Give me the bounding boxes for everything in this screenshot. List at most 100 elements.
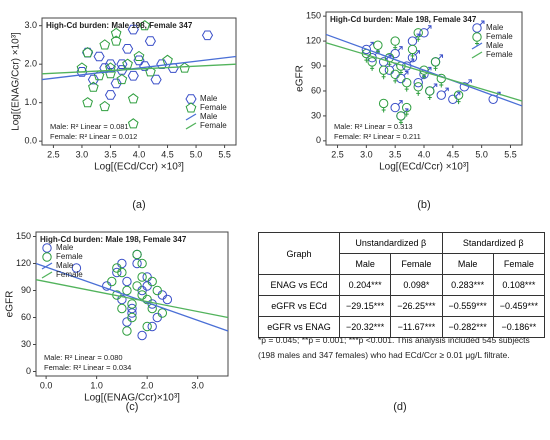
point xyxy=(430,54,444,67)
point-body xyxy=(157,308,168,318)
point xyxy=(425,86,435,100)
x-tick-label: 5.0 xyxy=(475,149,488,159)
x-tick-label: 3.0 xyxy=(76,149,89,159)
point xyxy=(117,303,127,314)
point-arrow xyxy=(466,79,472,85)
point-body xyxy=(361,44,372,55)
point-body xyxy=(425,86,435,96)
annotation: Male: R² Linear = 0.080 xyxy=(44,353,123,362)
table-cell: −0.459*** xyxy=(492,295,546,317)
point xyxy=(127,299,137,309)
x-tick-label: 5.5 xyxy=(218,149,231,159)
annotation: Female: R² Linear = 0.211 xyxy=(334,132,421,141)
point xyxy=(110,35,122,46)
point-body xyxy=(147,321,157,332)
point xyxy=(137,330,147,341)
point-body xyxy=(127,303,137,314)
x-tick-label: 4.5 xyxy=(161,149,174,159)
table-subheader: Male xyxy=(339,253,392,275)
point xyxy=(185,102,197,113)
panel-label: (a) xyxy=(132,199,145,211)
point-cross xyxy=(456,99,461,105)
chart-title: High-Cd burden: Male 198, Female 347 xyxy=(330,15,477,24)
point-cross xyxy=(398,70,403,76)
point xyxy=(42,252,52,262)
point xyxy=(127,70,139,81)
point xyxy=(390,100,403,113)
legend-label: Female xyxy=(200,103,227,112)
y-axis-label: eGFR xyxy=(295,65,306,92)
point-cross xyxy=(370,65,375,71)
point-cross xyxy=(364,57,369,63)
x-tick-label: 3.5 xyxy=(389,149,402,159)
point-cross xyxy=(393,45,398,51)
point xyxy=(147,321,157,332)
point xyxy=(142,272,152,282)
x-tick-label: 4.5 xyxy=(447,149,460,159)
legend-label: Male xyxy=(486,41,504,50)
table-cell: −11.67*** xyxy=(390,316,443,338)
point xyxy=(378,65,389,80)
point-cross xyxy=(381,107,386,113)
point xyxy=(122,326,132,336)
point xyxy=(402,77,412,92)
point-body xyxy=(117,267,127,278)
point-body xyxy=(413,77,423,88)
x-tick-label: 3.0 xyxy=(360,149,373,159)
x-axis-label: Log[(ENAG/Ccr)×10³] xyxy=(84,393,180,404)
point-body xyxy=(407,44,418,55)
y-tick-label: 0.0 xyxy=(24,136,37,146)
point-body xyxy=(117,303,127,314)
point-body xyxy=(390,102,400,113)
point-body xyxy=(390,48,400,59)
annotation: Male: R² Linear = 0.081 xyxy=(50,122,129,131)
point-body xyxy=(107,276,117,287)
point xyxy=(142,281,152,291)
annotation: Male: R² Linear = 0.313 xyxy=(334,122,413,131)
point-cross xyxy=(427,94,432,100)
point-cross xyxy=(387,61,392,67)
point-body xyxy=(132,281,142,291)
point xyxy=(201,30,214,41)
x-tick-label: 2.0 xyxy=(141,380,154,390)
x-tick-label: 4.0 xyxy=(418,149,431,159)
point-cross xyxy=(433,65,438,71)
x-tick-label: 1.0 xyxy=(90,380,103,390)
point xyxy=(145,66,156,77)
x-tick-label: 4.0 xyxy=(133,149,146,159)
point-cross xyxy=(439,82,444,88)
x-tick-label: 0.0 xyxy=(40,380,53,390)
point xyxy=(122,58,133,69)
point-arrow xyxy=(409,58,415,64)
point xyxy=(137,258,147,269)
point xyxy=(390,46,403,59)
panel-label: (c) xyxy=(126,401,139,413)
point xyxy=(436,87,449,100)
legend-line xyxy=(471,42,483,50)
point xyxy=(82,46,93,58)
legend-line xyxy=(471,51,483,59)
table-header: Graph xyxy=(257,232,341,275)
point-arrow xyxy=(403,71,409,76)
annotation: Female: R² Linear = 0.012 xyxy=(50,132,137,141)
point xyxy=(139,20,151,31)
point-body xyxy=(137,290,147,300)
point-body xyxy=(430,57,441,67)
annotation: Female: R² Linear = 0.034 xyxy=(44,363,131,372)
point xyxy=(472,20,485,33)
point xyxy=(179,62,190,73)
point-body xyxy=(132,258,142,269)
point xyxy=(110,27,122,38)
point xyxy=(367,57,377,71)
table-footnote: *p = 0.045; **p = 0.001; ***p <0.001. Th… xyxy=(258,335,530,360)
point xyxy=(104,59,117,69)
legend-label: Female xyxy=(200,121,227,130)
point-cross xyxy=(398,119,403,125)
point-body xyxy=(396,111,406,121)
x-tick-label: 5.5 xyxy=(504,149,517,159)
point-arrow xyxy=(415,50,420,56)
y-tick-label: 60 xyxy=(311,85,321,95)
point-body xyxy=(122,285,132,296)
point-body xyxy=(71,263,82,273)
